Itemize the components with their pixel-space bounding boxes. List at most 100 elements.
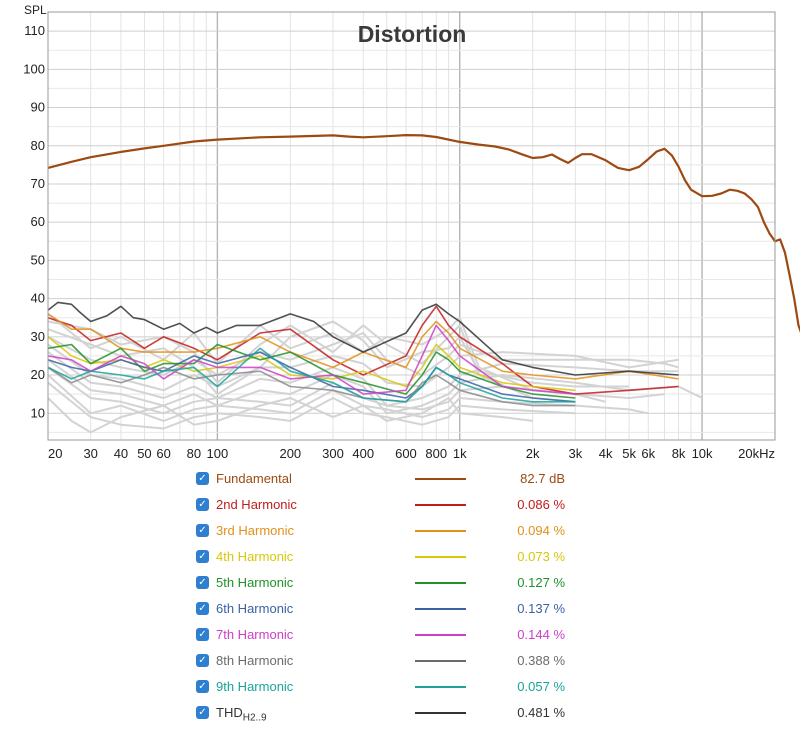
y-tick-label: 20 bbox=[31, 367, 45, 382]
x-tick-label: 3k bbox=[568, 446, 582, 460]
y-tick-label: 110 bbox=[24, 23, 45, 38]
x-tick-label: 8k bbox=[672, 446, 686, 460]
x-tick-label: 100 bbox=[207, 446, 229, 460]
x-tick-label: 2k bbox=[526, 446, 540, 460]
legend-label: 9th Harmonic bbox=[216, 679, 294, 694]
y-tick-label: 70 bbox=[31, 176, 45, 191]
legend-row[interactable]: ✓ 3rd Harmonic 0.094 % bbox=[196, 518, 616, 544]
x-tick-label: 30 bbox=[83, 446, 97, 460]
background-distortion-curve bbox=[47, 332, 679, 376]
legend-label: THDH2..9 bbox=[216, 705, 267, 724]
legend-label: 8th Harmonic bbox=[216, 653, 294, 668]
y-tick-label: 90 bbox=[31, 100, 45, 115]
legend-line-swatch bbox=[415, 530, 466, 532]
legend-row[interactable]: ✓ 2nd Harmonic 0.086 % bbox=[196, 492, 616, 518]
x-tick-label: 400 bbox=[352, 446, 374, 460]
legend-label: 7th Harmonic bbox=[216, 627, 294, 642]
legend-row[interactable]: ✓ Fundamental 82.7 dB bbox=[196, 466, 616, 492]
legend-row[interactable]: ✓ 7th Harmonic 0.144 % bbox=[196, 622, 616, 648]
legend-line-swatch bbox=[415, 608, 466, 610]
x-tick-label: 10k bbox=[692, 446, 713, 460]
legend-line-swatch bbox=[415, 712, 466, 714]
y-tick-label: 60 bbox=[31, 214, 45, 229]
legend-value: 0.094 % bbox=[517, 523, 565, 538]
y-tick-label: 80 bbox=[31, 138, 45, 153]
y-tick-label: 10 bbox=[31, 405, 45, 420]
legend-value: 0.481 % bbox=[517, 705, 565, 720]
fundamental-curve bbox=[47, 134, 800, 333]
x-tick-label: 60 bbox=[156, 446, 170, 460]
legend-value: 0.073 % bbox=[517, 549, 565, 564]
x-tick-label: 1k bbox=[453, 446, 467, 460]
legend-row[interactable]: ✓ THDH2..9 0.481 % bbox=[196, 700, 616, 726]
distortion-chart: 10 20 30 40 50 60 70 80 90 100 110 20 30 40 50 60 80 100… bbox=[23, 3, 800, 460]
legend-label: 5th Harmonic bbox=[216, 575, 294, 590]
legend-checkbox[interactable]: ✓ bbox=[196, 654, 209, 667]
plot-frame bbox=[47, 11, 776, 441]
legend-value: 0.388 % bbox=[517, 653, 565, 668]
legend-value: 0.144 % bbox=[517, 627, 565, 642]
y-tick-label: 40 bbox=[31, 291, 45, 306]
x-axis-ticks: 20 30 40 50 60 80 100 200 300 400 600 800 1k 2k 3k 4k 5k… bbox=[48, 446, 775, 460]
x-tick-label: 20 bbox=[48, 446, 62, 460]
legend-checkbox[interactable]: ✓ bbox=[196, 550, 209, 563]
legend-line-swatch bbox=[415, 556, 466, 558]
curve-3rd-harmonic bbox=[47, 313, 679, 380]
legend-label: 3rd Harmonic bbox=[216, 523, 295, 538]
legend-label: 4th Harmonic bbox=[216, 549, 294, 564]
legend-checkbox[interactable]: ✓ bbox=[196, 602, 209, 615]
chart-title: Distortion bbox=[358, 21, 467, 47]
curve-5th-harmonic bbox=[47, 343, 576, 399]
legend-row[interactable]: ✓ 9th Harmonic 0.057 % bbox=[196, 674, 616, 700]
curve-8th-harmonic bbox=[47, 366, 576, 407]
curve-9th-harmonic bbox=[47, 347, 576, 403]
legend-checkbox[interactable]: ✓ bbox=[196, 472, 209, 485]
x-tick-label: 4k bbox=[599, 446, 613, 460]
background-distortion-curve bbox=[47, 351, 679, 407]
background-distortion-curve bbox=[47, 374, 649, 422]
x-tick-label: 300 bbox=[322, 446, 344, 460]
x-tick-label: 600 bbox=[395, 446, 417, 460]
y-axis-label: SPL bbox=[24, 3, 47, 17]
x-tick-label: 40 bbox=[114, 446, 128, 460]
background-distortion-curve bbox=[47, 320, 576, 403]
legend-checkbox[interactable]: ✓ bbox=[196, 576, 209, 589]
legend-row[interactable]: ✓ 4th Harmonic 0.073 % bbox=[196, 544, 616, 570]
legend-label-subscript: H2..9 bbox=[242, 712, 267, 724]
x-tick-label: 6k bbox=[641, 446, 655, 460]
x-tick-label: 5k bbox=[622, 446, 636, 460]
legend-checkbox[interactable]: ✓ bbox=[196, 628, 209, 641]
x-tick-label: 200 bbox=[279, 446, 301, 460]
legend-value: 82.7 dB bbox=[520, 471, 565, 486]
x-tick-label: 20kHz bbox=[738, 446, 775, 460]
background-distortion-curve bbox=[47, 320, 630, 396]
legend-row[interactable]: ✓ 5th Harmonic 0.127 % bbox=[196, 570, 616, 596]
legend-line-swatch bbox=[415, 478, 466, 480]
legend-line-swatch bbox=[415, 504, 466, 506]
legend-line-swatch bbox=[415, 582, 466, 584]
grid bbox=[47, 11, 775, 440]
curve-thd-h2-9 bbox=[47, 301, 679, 376]
x-tick-label: 800 bbox=[425, 446, 447, 460]
y-axis-ticks: 10 20 30 40 50 60 70 80 90 100 110 bbox=[23, 23, 45, 420]
legend-checkbox[interactable]: ✓ bbox=[196, 524, 209, 537]
legend-checkbox[interactable]: ✓ bbox=[196, 498, 209, 511]
legend-label: Fundamental bbox=[216, 471, 292, 486]
legend-line-swatch bbox=[415, 660, 466, 662]
background-distortion-curve bbox=[47, 313, 606, 403]
legend-row[interactable]: ✓ 6th Harmonic 0.137 % bbox=[196, 596, 616, 622]
background-distortion-curve bbox=[47, 381, 576, 430]
y-tick-label: 30 bbox=[31, 329, 45, 344]
fundamental-curve-group bbox=[47, 134, 800, 333]
legend-checkbox[interactable]: ✓ bbox=[196, 680, 209, 693]
curve-2nd-harmonic bbox=[47, 305, 679, 395]
background-distortion-curve bbox=[47, 397, 533, 434]
legend-row[interactable]: ✓ 8th Harmonic 0.388 % bbox=[196, 648, 616, 674]
legend-label: 6th Harmonic bbox=[216, 601, 294, 616]
legend-line-swatch bbox=[415, 634, 466, 636]
legend-value: 0.137 % bbox=[517, 601, 565, 616]
legend-label: 2nd Harmonic bbox=[216, 497, 297, 512]
x-tick-label: 80 bbox=[187, 446, 201, 460]
legend-checkbox[interactable]: ✓ bbox=[196, 706, 209, 719]
y-tick-label: 100 bbox=[23, 61, 45, 76]
